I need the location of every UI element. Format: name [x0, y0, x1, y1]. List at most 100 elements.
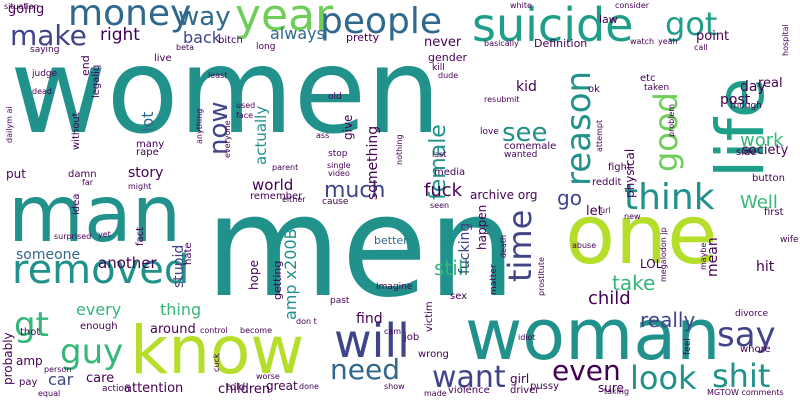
word: suicide	[472, 0, 634, 52]
word: etc	[640, 73, 656, 84]
word: surprised	[54, 232, 92, 241]
word: make	[10, 19, 87, 52]
word: put	[6, 167, 26, 181]
word: let	[586, 204, 603, 219]
word: pay	[19, 377, 38, 388]
word: situation	[4, 2, 39, 11]
word: damn	[68, 169, 97, 180]
word: right	[100, 25, 140, 45]
word: dude	[438, 71, 459, 80]
word: gt	[14, 305, 49, 345]
word: video	[328, 169, 350, 178]
word: watch	[630, 37, 655, 46]
word: story	[128, 165, 164, 181]
word: Well	[740, 192, 778, 213]
word: driver	[510, 385, 540, 396]
word: saying	[30, 45, 60, 55]
word: love	[480, 127, 499, 137]
word: least	[208, 71, 228, 80]
word: care	[86, 371, 115, 386]
word: child	[588, 288, 631, 309]
word: long	[256, 42, 276, 52]
word: mean	[705, 237, 721, 277]
word: real	[758, 76, 783, 91]
word: hit	[756, 259, 775, 275]
word: equal	[38, 389, 61, 398]
word: know	[130, 312, 305, 389]
word: url	[600, 206, 611, 215]
word: need	[330, 353, 400, 386]
word: kid	[516, 79, 537, 95]
word: pretty	[346, 31, 380, 44]
word: idiot	[518, 333, 536, 342]
word: stop	[328, 149, 348, 159]
word: beta	[176, 43, 195, 52]
word: control	[200, 326, 228, 335]
word: comemale	[504, 141, 557, 152]
word: used	[236, 101, 256, 110]
word: gender	[428, 51, 467, 64]
word: go	[557, 186, 582, 210]
word: Definition	[534, 37, 588, 50]
word: amp x200B	[281, 228, 300, 320]
word: media	[434, 167, 466, 178]
word: show	[384, 382, 405, 391]
word: person	[44, 365, 72, 374]
word: MGTOW comments	[707, 388, 784, 397]
word: give	[341, 114, 355, 140]
word: seen	[430, 201, 450, 210]
word: hate	[183, 242, 194, 265]
word: remember	[250, 191, 303, 202]
word: dead	[32, 87, 52, 96]
word: either	[282, 195, 306, 204]
word: violence	[448, 385, 490, 396]
word: legaliq	[91, 64, 102, 98]
word: death	[499, 234, 508, 258]
word: physical	[623, 148, 637, 198]
word: ok	[588, 84, 600, 95]
word: dailym ai	[5, 106, 14, 143]
word: guy	[60, 332, 124, 372]
word: everyone	[223, 120, 232, 159]
word: kill	[432, 63, 445, 73]
word: man	[8, 170, 182, 260]
word: day	[740, 79, 766, 95]
word: single	[327, 161, 351, 170]
word: though	[730, 101, 762, 111]
word: every	[76, 300, 122, 319]
word: never	[424, 35, 462, 50]
word: end	[79, 55, 92, 76]
word: want	[432, 360, 506, 395]
word: back	[183, 28, 222, 47]
word: made	[424, 389, 447, 398]
word: sure	[598, 381, 624, 395]
word: consider	[615, 1, 650, 10]
word: find	[356, 311, 383, 327]
word: face	[236, 111, 254, 120]
word: fight	[608, 162, 631, 173]
word: taking	[604, 387, 630, 396]
word: time	[501, 209, 539, 282]
word: see	[502, 118, 548, 148]
word: last	[432, 150, 447, 159]
word: probably	[1, 332, 15, 385]
word: divorce	[735, 309, 769, 319]
word: year	[235, 0, 334, 41]
word: think	[624, 177, 715, 218]
word: another	[98, 254, 157, 272]
word: yet	[98, 230, 111, 239]
word: still	[434, 256, 469, 280]
word: problem	[667, 103, 676, 137]
word: sex	[450, 291, 468, 302]
word: without	[71, 112, 82, 150]
word: society	[742, 143, 789, 158]
word: cuck	[212, 353, 221, 373]
word: one	[565, 188, 718, 283]
word: women	[10, 22, 442, 160]
word: say	[717, 315, 776, 355]
word: happen	[475, 204, 489, 250]
word: reddit	[592, 177, 622, 188]
word: told	[226, 382, 246, 393]
word: going	[8, 2, 45, 17]
